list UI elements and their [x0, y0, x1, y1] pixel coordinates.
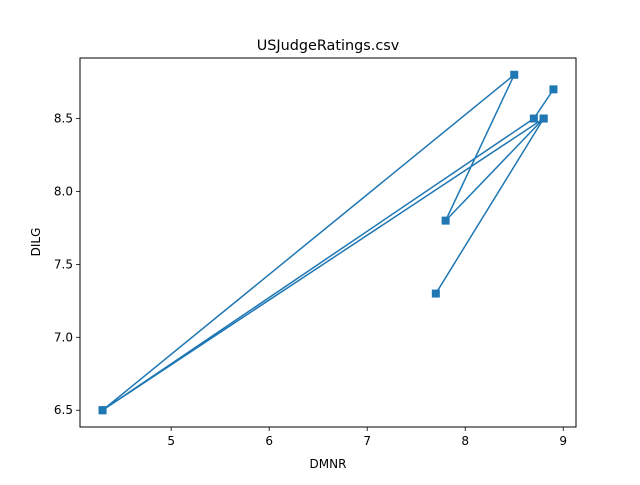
- data-point-marker: [441, 216, 450, 225]
- data-point-marker: [549, 85, 558, 94]
- data-point-marker: [539, 114, 548, 123]
- y-tick-label: 8.5: [54, 112, 73, 126]
- data-point-marker: [529, 114, 538, 123]
- data-point-marker: [510, 70, 519, 79]
- x-tick-label: 6: [265, 434, 273, 448]
- plot-frame: [79, 57, 577, 428]
- chart-title: USJudgeRatings.csv: [257, 38, 400, 54]
- x-tick-label: 8: [461, 434, 469, 448]
- x-axis-ticks: 5 6 7 8 9: [167, 427, 567, 448]
- y-tick-label: 7.5: [54, 257, 73, 271]
- x-axis-label: DMNR: [310, 457, 347, 471]
- y-tick-label: 6.5: [54, 403, 73, 417]
- y-axis-ticks: 6.5 7.0 7.5 8.0 8.5: [54, 112, 80, 417]
- series-layer: [98, 70, 558, 415]
- data-point-marker: [431, 289, 440, 298]
- x-tick-label: 7: [363, 434, 371, 448]
- y-tick-label: 8.0: [54, 184, 73, 198]
- x-tick-label: 5: [167, 434, 175, 448]
- y-tick-label: 7.0: [54, 330, 73, 344]
- x-tick-label: 9: [559, 434, 567, 448]
- data-point-marker: [98, 406, 107, 415]
- y-axis-label: DILG: [29, 228, 43, 257]
